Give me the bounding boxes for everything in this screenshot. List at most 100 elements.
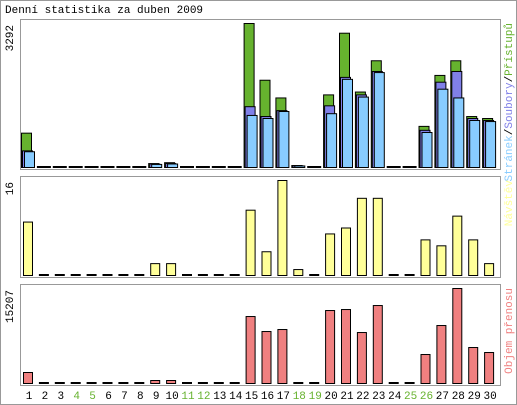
bar [135,166,147,168]
bar [70,382,81,384]
y-tick-label: 16 [5,182,17,195]
bar [134,274,145,276]
bar [261,251,272,276]
legend-separator: / [504,129,516,136]
bar [54,274,65,276]
x-tick-label: 3 [57,391,64,403]
y-tick-label: 3292 [5,25,17,51]
bar [261,331,272,384]
bar [197,274,208,276]
x-tick-label: 26 [420,391,433,403]
x-tick-label: 23 [372,391,385,403]
bar [262,118,274,168]
bar [151,163,163,169]
bar [437,88,449,168]
bar [246,114,258,168]
bar [372,197,383,276]
x-tick-label: 9 [153,391,160,403]
bar [373,72,385,168]
x-tick-label: 18 [293,391,306,403]
legend-entry: Objem přenosu [504,288,516,374]
x-tick-label: 30 [483,391,496,403]
legend: Objem přenosu [504,288,516,374]
x-tick-label: 6 [105,391,112,403]
bar [23,221,33,276]
bar [404,274,415,276]
legend-entry: Soubory [504,82,516,129]
bar [134,382,145,384]
bar [278,111,290,168]
x-tick-label: 29 [468,391,481,403]
bar [293,269,304,276]
bar [55,166,67,168]
bar [452,288,463,384]
bar [87,166,99,168]
bar [372,305,383,385]
bar [102,274,113,276]
legend-entry: Stránek [504,135,516,182]
x-tick-label: 27 [436,391,449,403]
x-tick-label: 5 [89,391,96,403]
bar [118,382,129,384]
bar [103,166,115,168]
bar [293,382,304,384]
bar [183,166,194,168]
bar [166,263,177,276]
bar [182,382,192,384]
bar [245,209,256,276]
bar [70,274,81,276]
bar [230,166,242,168]
bar [182,274,192,276]
bar [356,197,367,276]
chart-title: Denní statistika za duben 2009 [5,5,203,17]
bar [357,96,369,168]
bar [325,310,336,384]
x-tick-label: 4 [73,391,80,403]
x-tick-label: 22 [356,391,369,403]
bar [341,227,351,276]
x-tick-label: 15 [245,391,258,403]
y-tick-label: 15207 [5,290,17,323]
bar [405,166,417,168]
bar [86,274,97,276]
bar [326,113,338,168]
x-tick-label: 14 [229,391,243,403]
legend-entry: Návštěv [504,180,516,227]
bar [86,382,97,384]
bar [277,329,288,385]
bar [309,274,320,276]
bar [421,132,433,168]
x-tick-label: 20 [324,391,337,403]
bar [436,245,447,276]
bar [309,382,320,384]
bar [388,382,399,384]
bar [485,121,497,168]
bar [325,233,336,276]
legend-separator: / [504,76,516,83]
bar [468,239,479,276]
x-tick-label: 7 [121,391,128,403]
legend: Stránek/Soubory/Přístupů [503,23,516,181]
bar [23,372,33,385]
bar [229,382,240,384]
bar [229,274,240,276]
bar [39,166,51,168]
x-tick-label: 21 [340,391,354,403]
bar [38,382,49,384]
bar [356,332,367,384]
bar [420,239,431,276]
bar [166,380,177,384]
bar [452,215,463,276]
bar [167,163,179,169]
bar [341,309,351,384]
bar [342,78,353,168]
bar [214,166,226,168]
bar [54,382,65,384]
bar [150,263,161,276]
bar [453,97,465,168]
bar [102,382,113,384]
bar [484,263,495,276]
x-tick-label: 1 [26,391,33,403]
bar [119,166,131,168]
